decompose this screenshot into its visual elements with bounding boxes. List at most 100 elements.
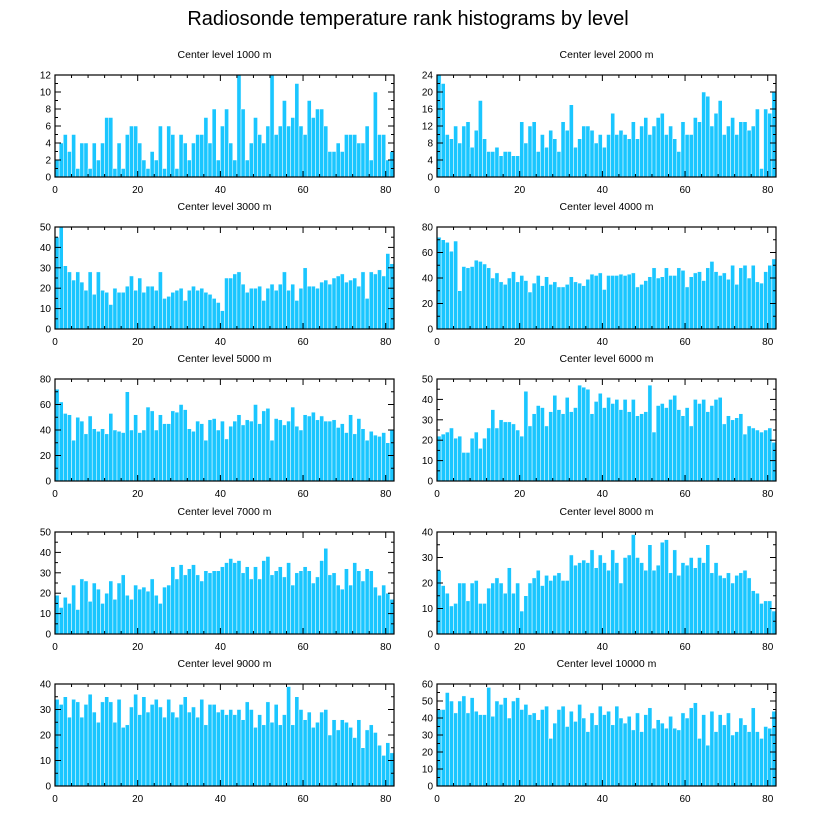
bar: [311, 582, 316, 635]
bar: [178, 704, 184, 787]
bar: [507, 567, 512, 635]
bar: [606, 710, 611, 787]
bar: [742, 433, 748, 482]
bar: [335, 142, 341, 178]
bar: [734, 417, 740, 482]
bar: [763, 108, 768, 178]
bar: [203, 292, 209, 330]
bar: [348, 414, 353, 482]
bar: [290, 283, 296, 330]
bar: [693, 702, 698, 787]
bar: [717, 275, 723, 330]
bar: [141, 292, 147, 330]
bar: [224, 277, 229, 330]
bar: [236, 560, 242, 635]
bar: [158, 125, 163, 178]
bar: [368, 724, 374, 787]
bar: [277, 125, 283, 178]
x-tick-label: 0: [434, 794, 440, 805]
bar: [589, 413, 595, 482]
bar: [635, 415, 640, 482]
y-tick-label: 80: [422, 223, 434, 234]
bar: [75, 701, 81, 787]
bar: [610, 724, 616, 787]
bar: [755, 108, 760, 178]
bar: [445, 134, 450, 178]
bar: [445, 592, 450, 635]
bar: [507, 717, 512, 787]
panel-title: Center level 8000 m: [560, 506, 654, 518]
bar: [224, 562, 229, 635]
bar: [377, 134, 382, 178]
bar: [149, 578, 155, 635]
bar: [478, 261, 483, 330]
bar: [63, 696, 68, 787]
bar: [738, 413, 744, 482]
x-tick-label: 80: [762, 794, 774, 805]
bar: [249, 420, 254, 482]
y-tick-label: 40: [422, 714, 434, 725]
bar: [96, 271, 101, 330]
bar: [108, 117, 114, 178]
bar: [655, 277, 661, 330]
bar: [519, 610, 525, 635]
bar: [436, 236, 442, 330]
bar: [730, 734, 735, 787]
bar: [502, 151, 508, 178]
bar: [717, 397, 723, 482]
x-tick-label: 60: [679, 489, 691, 500]
bar: [83, 580, 89, 635]
bar: [112, 429, 118, 482]
bar: [195, 134, 200, 178]
bar: [228, 142, 234, 178]
bar: [672, 727, 678, 787]
bar: [688, 707, 694, 787]
bar: [182, 300, 188, 330]
bar: [453, 437, 458, 482]
bar: [457, 290, 463, 330]
bar: [664, 134, 669, 178]
bar: [96, 722, 101, 787]
bar: [286, 289, 291, 330]
panel-5: Center level 5000 m 0 20 40 60 80 0 20 40 60 80: [40, 353, 395, 500]
bar: [96, 159, 101, 178]
bar: [697, 271, 702, 330]
bar: [149, 410, 155, 482]
bar: [490, 277, 496, 330]
bar: [585, 279, 591, 330]
bar: [286, 420, 291, 482]
panel-7: Center level 7000 m 0 20 40 60 80 0 10 20 30 40 50: [40, 506, 395, 653]
bar: [368, 431, 374, 482]
bar: [726, 712, 731, 787]
bar: [631, 272, 636, 330]
bar: [315, 722, 320, 787]
bar: [298, 570, 304, 635]
bar: [158, 271, 163, 330]
y-tick-label: 10: [422, 765, 434, 776]
bar: [257, 134, 262, 178]
bar: [564, 726, 570, 787]
bar: [668, 125, 673, 178]
bar: [381, 275, 386, 330]
bar: [215, 159, 221, 178]
bar: [618, 582, 624, 635]
y-tick-label: 20: [422, 748, 434, 759]
bar: [668, 716, 673, 787]
bar: [178, 404, 184, 482]
bar: [569, 554, 574, 635]
bar: [717, 100, 723, 178]
bar: [91, 711, 97, 787]
bar: [440, 239, 446, 330]
bar: [319, 415, 324, 482]
bar: [589, 549, 595, 635]
bar: [639, 562, 644, 635]
bar: [282, 424, 287, 482]
x-tick-label: 40: [597, 794, 609, 805]
bar: [597, 393, 603, 482]
bar: [244, 419, 250, 482]
bar: [473, 130, 479, 178]
bar: [294, 300, 300, 330]
bar: [552, 138, 558, 178]
bar: [738, 717, 744, 787]
